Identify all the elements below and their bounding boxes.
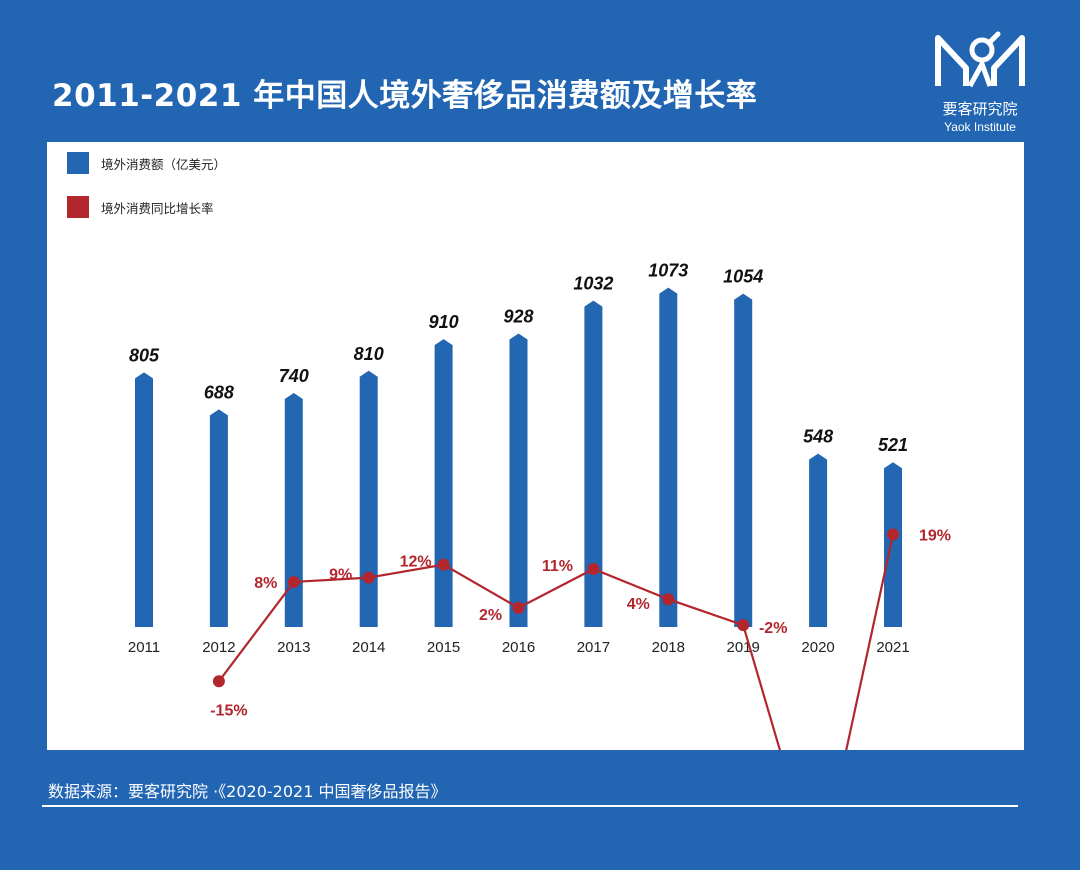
growth-rate-label: 12% [400,554,432,571]
x-tick-label: 2021 [876,639,909,656]
growth-rate-point [887,528,899,541]
bar [135,372,153,627]
bar [809,453,828,627]
growth-rate-label: -15% [210,702,247,719]
growth-rate-point [212,675,225,688]
bar [434,339,453,627]
page-title: 2011-2021 年中国人境外奢侈品消费额及增长率 [52,78,758,114]
legend-swatch-bar [67,152,89,174]
growth-rate-label: 8% [254,575,277,592]
legend: 境外消费额（亿美元） 境外消费同比增长率 [67,152,226,240]
x-tick-label: 2013 [277,639,310,656]
logo: 要客研究院 Yaok Institute [930,28,1030,138]
bar-value-label: 688 [204,382,234,402]
logo-name-en: Yaok Institute [944,120,1016,134]
bar-value-label: 521 [878,435,908,455]
x-tick-label: 2020 [801,639,834,656]
bar-value-label: 910 [429,312,459,332]
footer-divider [42,805,1018,807]
x-tick-label: 2014 [352,639,385,656]
bar-value-label: 740 [279,366,309,386]
legend-label-line: 境外消费同比增长率 [101,200,214,216]
bar [884,462,902,627]
bar [359,370,378,627]
bar-value-label: 805 [129,345,160,365]
legend-item-line: 境外消费同比增长率 [67,196,226,218]
growth-rate-point [512,601,525,614]
source-note: 数据来源：要客研究院 ·《2020-2021 中国奢侈品报告》 [48,782,447,801]
growth-rate-label: 4% [627,596,650,613]
x-tick-label: 2015 [427,639,460,656]
bar-value-label: 548 [803,427,833,447]
legend-label-bar: 境外消费额（亿美元） [101,156,227,172]
bar-value-label: 928 [503,306,533,326]
x-tick-label: 2018 [652,639,685,656]
x-tick-label: 2016 [502,639,535,656]
growth-rate-point [662,593,675,606]
bar-value-label: 1032 [573,274,613,294]
logo-name-cn: 要客研究院 [942,100,1018,118]
growth-rate-label: 9% [329,567,352,584]
growth-rate-point [362,571,375,584]
bar [284,392,303,627]
growth-rate-point [437,558,450,571]
growth-rate-label: 2% [479,607,502,624]
growth-rate-point [737,619,750,632]
bar-value-label: 810 [354,344,384,364]
yaok-logo-icon [935,31,1025,88]
growth-rate-point [287,575,300,588]
bar [584,300,603,627]
x-tick-label: 2012 [202,639,235,656]
x-tick-label: 2019 [727,639,760,656]
legend-item-bar: 境外消费额（亿美元） [67,152,226,174]
bar [209,409,228,627]
growth-rate-label: 19% [919,527,951,544]
legend-swatch-line [67,196,89,218]
bar [509,333,528,627]
chart-panel: 境外消费额（亿美元） 境外消费同比增长率 805 2011 688 2012 740 20… [47,142,1024,750]
bar-value-label: 1073 [648,261,688,281]
growth-rate-label: 11% [542,558,573,575]
bar-value-label: 1054 [723,267,763,287]
growth-rate-label: -2% [759,620,787,637]
growth-rate-point [587,562,600,575]
x-tick-label: 2011 [128,639,160,656]
bar [734,293,753,627]
chart-svg: 805 2011 688 2012 740 2013 810 2014 910 2015 928 20… [128,261,951,750]
bar [659,287,678,627]
growth-rate-line [218,534,895,750]
x-tick-label: 2017 [577,639,610,656]
